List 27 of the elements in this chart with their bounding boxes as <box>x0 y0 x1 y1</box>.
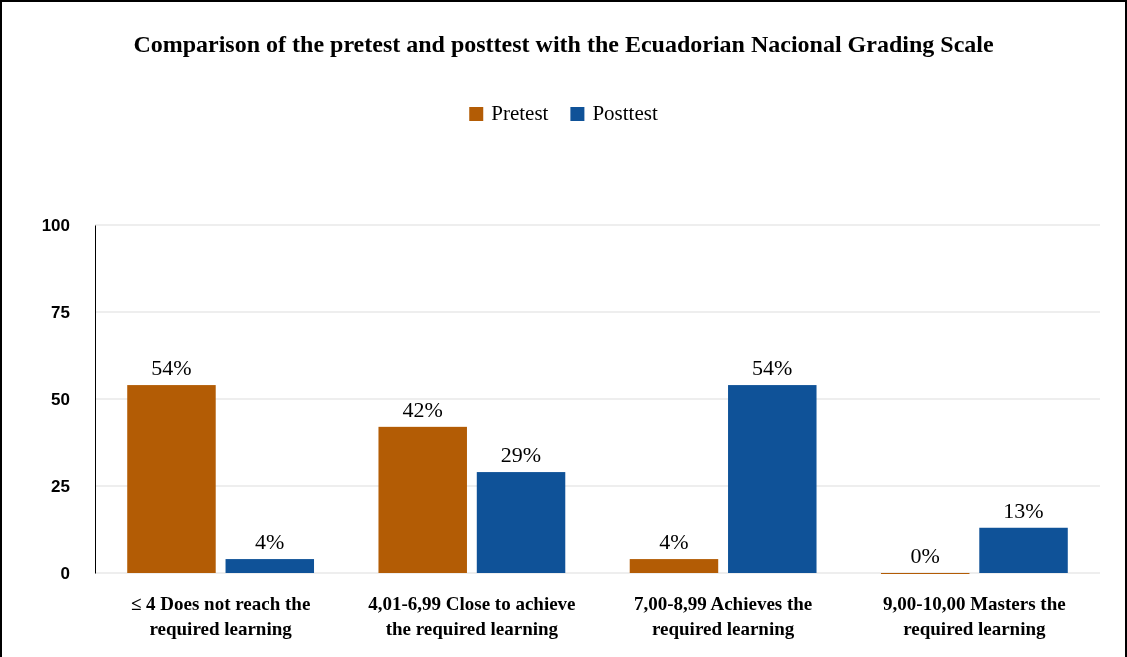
y-tick-label: 75 <box>51 302 70 322</box>
bar <box>378 426 467 573</box>
data-label: 4% <box>659 529 689 555</box>
data-label: 54% <box>752 355 793 381</box>
legend-label: Posttest <box>592 101 658 125</box>
x-tick-label: 7,00-8,99 Achieves the required learning <box>633 593 813 639</box>
chart-title: Comparison of the pretest and posttest with the Ecuadorian Nacional Grading Scale <box>133 31 994 57</box>
y-tick-label: 50 <box>51 389 70 409</box>
data-label: 0% <box>910 543 940 568</box>
bar <box>979 527 1068 573</box>
x-tick-label: 4,01-6,99 Close to achieve the required learning <box>368 593 576 639</box>
data-label: 13% <box>1003 497 1044 523</box>
bar <box>728 385 817 573</box>
bar <box>476 472 566 573</box>
data-label: 42% <box>402 396 443 422</box>
data-label: 4% <box>255 529 285 555</box>
legend-label: Pretest <box>491 101 549 125</box>
y-tick-label: 0 <box>60 563 70 583</box>
data-label: 29% <box>500 442 542 468</box>
bar <box>127 385 216 573</box>
bar <box>225 559 315 573</box>
y-tick-label: 100 <box>41 215 70 235</box>
x-tick-label: ≤ 4 Does not reach the required learning <box>130 593 311 639</box>
data-label: 54% <box>151 355 192 381</box>
bar <box>629 559 719 573</box>
y-tick-label: 25 <box>51 476 70 496</box>
x-tick-label: 9,00-10,00 Masters the required learning <box>883 593 1066 639</box>
